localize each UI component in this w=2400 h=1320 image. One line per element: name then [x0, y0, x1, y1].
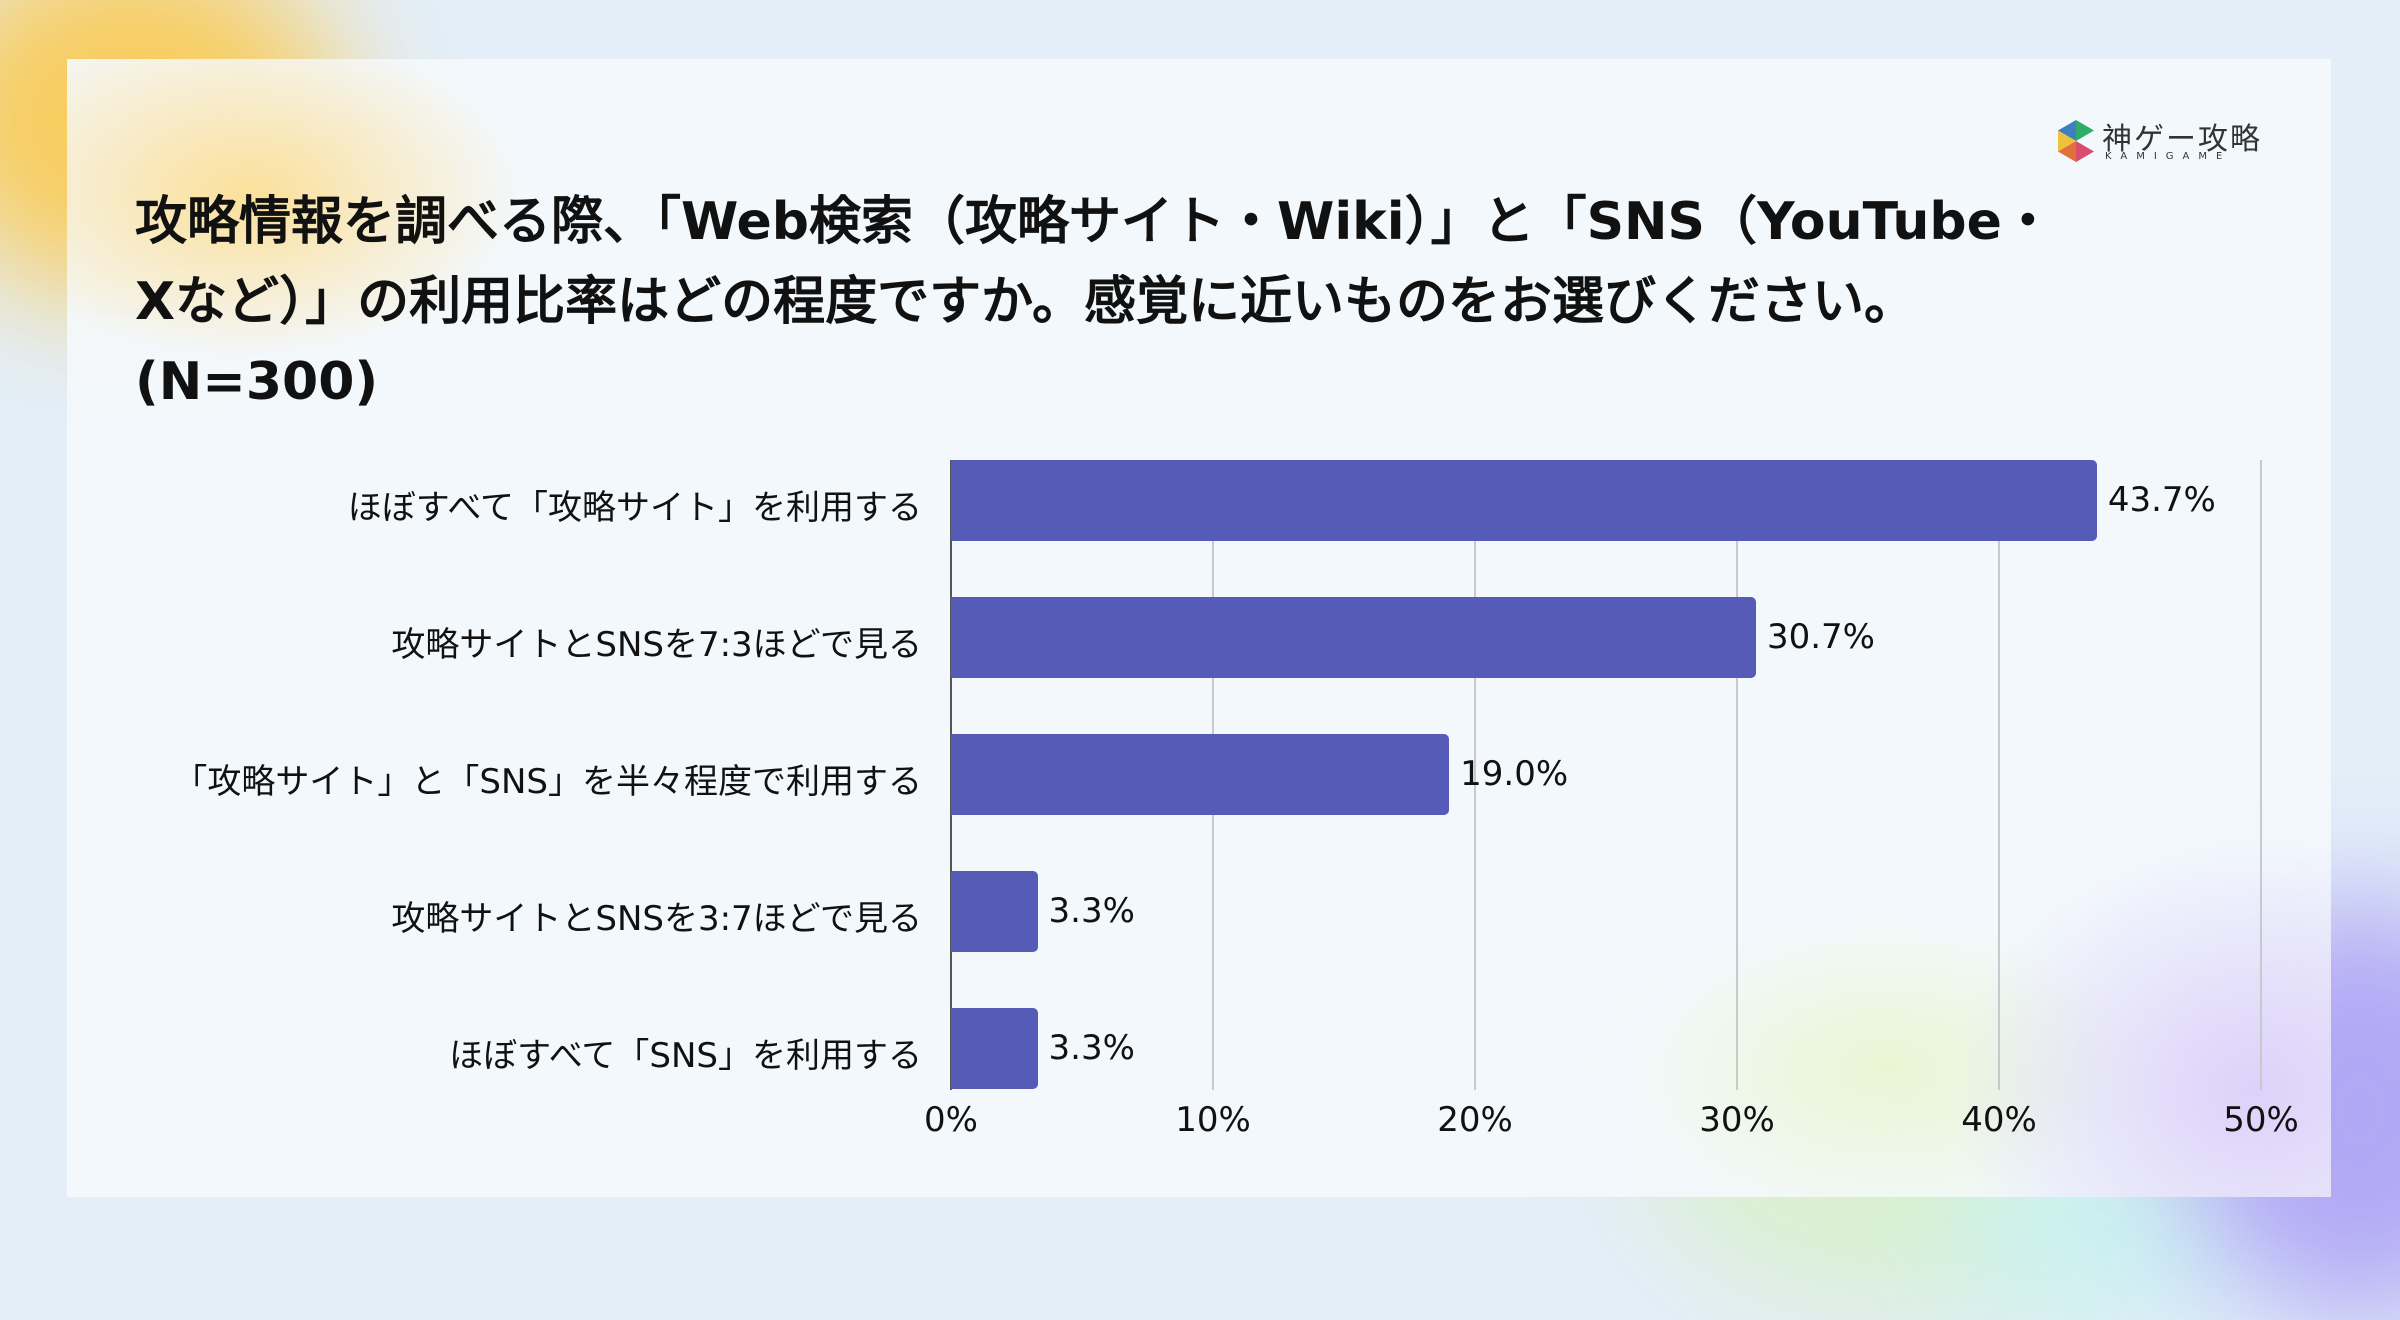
- chart-title-line-2: Xなど）」の利用比率はどの程度ですか。感覚に近いものをお選びください。: [135, 272, 1917, 332]
- category-label: 「攻略サイト」と「SNS」を半々程度で利用する: [173, 762, 922, 802]
- x-tick-label: 0%: [924, 1100, 978, 1140]
- bar-value-label: 30.7%: [1766, 617, 1875, 657]
- chart-title-line-3: (N=300): [135, 352, 379, 412]
- x-tick-label: 40%: [1961, 1100, 2037, 1140]
- category-label: 攻略サイトとSNSを3:7ほどで見る: [391, 899, 922, 939]
- kamigame-logo: 神ゲー攻略 KAMIGAME: [2057, 118, 2267, 164]
- gridline: [1998, 460, 2000, 1090]
- bar-value-label: 43.7%: [2107, 480, 2216, 520]
- chart-title-line-1: 攻略情報を調べる際、「Web検索（攻略サイト・Wiki）」と「SNS（YouTu…: [135, 192, 2054, 252]
- category-label: 攻略サイトとSNSを7:3ほどで見る: [391, 625, 922, 665]
- gridline: [2260, 460, 2262, 1090]
- bar: [951, 460, 2097, 541]
- bar: [951, 597, 1756, 678]
- category-label: ほぼすべて「攻略サイト」を利用する: [347, 488, 922, 528]
- chart-title: 攻略情報を調べる際、「Web検索（攻略サイト・Wiki）」と「SNS（YouTu…: [135, 182, 2275, 422]
- logo-subtitle: KAMIGAME: [2105, 151, 2232, 162]
- x-tick-label: 50%: [2223, 1100, 2299, 1140]
- x-tick-label: 20%: [1437, 1100, 1513, 1140]
- logo-text: 神ゲー攻略: [2102, 122, 2262, 157]
- bar-value-label: 3.3%: [1048, 891, 1135, 931]
- bar: [951, 1008, 1038, 1089]
- plot-area: 43.7% 30.7% 19.0% 3.3% 3.3%: [950, 460, 2262, 1090]
- bar: [951, 871, 1038, 952]
- bar-value-label: 19.0%: [1460, 754, 1569, 794]
- gridline: [1736, 460, 1738, 1090]
- card-glow-yellow: [67, 59, 527, 359]
- logo-hexagon-icon: [2058, 120, 2094, 162]
- bar: [951, 734, 1450, 815]
- gridline: [1474, 460, 1476, 1090]
- category-label: ほぼすべて「SNS」を利用する: [449, 1036, 922, 1076]
- card-glow-purple: [1947, 839, 2331, 1197]
- bar-value-label: 3.3%: [1048, 1028, 1135, 1068]
- x-tick-label: 30%: [1699, 1100, 1775, 1140]
- x-tick-label: 10%: [1175, 1100, 1251, 1140]
